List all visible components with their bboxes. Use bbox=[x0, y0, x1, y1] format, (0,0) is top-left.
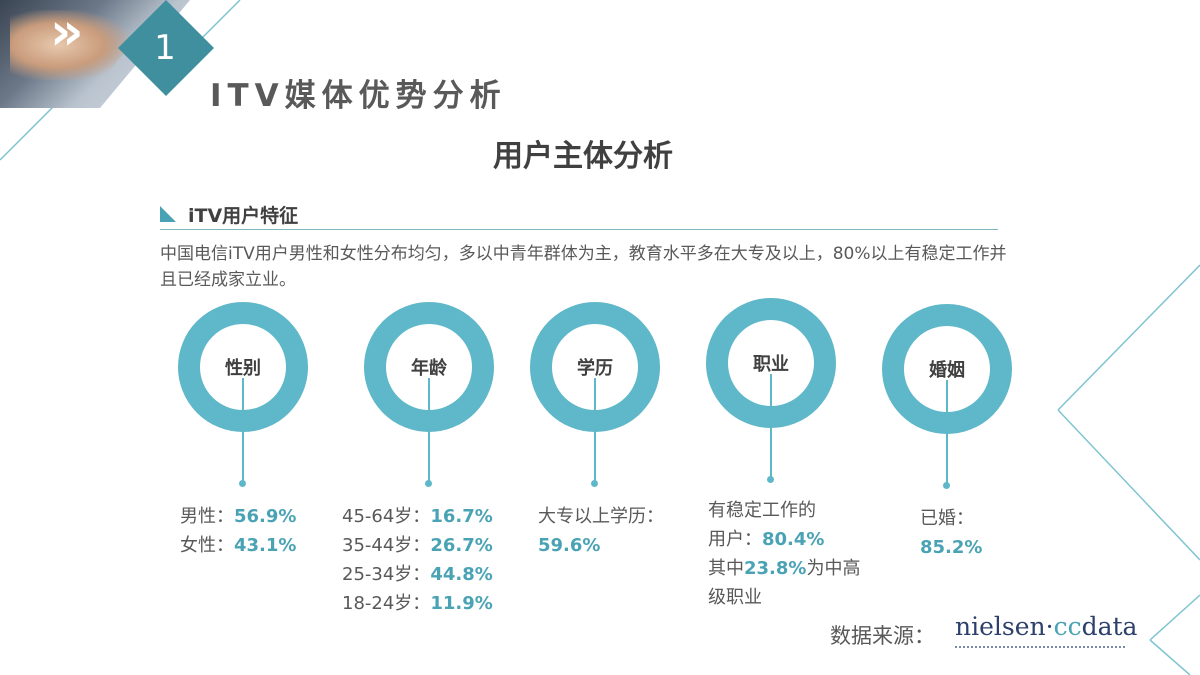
triangle-bullet-icon bbox=[160, 206, 176, 222]
stat-label: 男性： bbox=[180, 506, 234, 527]
stats-education: 大专以上学历： 59.6% bbox=[538, 502, 664, 560]
stem-marriage bbox=[946, 380, 948, 484]
nielsen-ccdata-logo: nielsen·ccdata bbox=[955, 612, 1138, 641]
stats-occupation: 有稳定工作的 用户：80.4% 其中23.8%为中高 级职业 bbox=[708, 496, 860, 612]
stats-gender: 男性：56.9% 女性：43.1% bbox=[180, 502, 296, 560]
stat-label: 45-64岁： bbox=[342, 506, 431, 527]
stat-label: 25-34岁： bbox=[342, 564, 431, 585]
stat-line: 有稳定工作的 bbox=[708, 500, 816, 521]
stats-marriage: 已婚： 85.2% bbox=[920, 504, 982, 562]
ring-label-gender: 性别 bbox=[225, 358, 261, 379]
stat-row-age-18-24: 18-24岁：11.9% bbox=[342, 589, 493, 618]
logo-underline bbox=[955, 646, 1125, 648]
stat-row-male: 男性：56.9% bbox=[180, 502, 296, 531]
stat-value: 26.7% bbox=[430, 535, 493, 556]
subsection-divider bbox=[160, 229, 998, 230]
dot-age bbox=[425, 480, 432, 487]
stat-value: 11.9% bbox=[430, 593, 493, 614]
dot-marriage bbox=[943, 482, 950, 489]
stat-row-age-35-44: 35-44岁：26.7% bbox=[342, 531, 493, 560]
subsection-header: iTV用户特征 bbox=[160, 200, 298, 228]
stat-row: 其中23.8%为中高 bbox=[708, 554, 860, 583]
stat-label: 已婚： bbox=[920, 508, 974, 529]
ring-label-age: 年龄 bbox=[411, 358, 447, 379]
stat-label: 其中 bbox=[708, 558, 744, 579]
section-number: 1 bbox=[154, 28, 176, 68]
stat-label: 为中高 bbox=[806, 558, 861, 579]
stat-row-age-25-34: 25-34岁：44.8% bbox=[342, 560, 493, 589]
stem-occupation bbox=[770, 374, 772, 478]
stem-age bbox=[428, 378, 430, 482]
stat-value: 85.2% bbox=[920, 537, 983, 558]
ring-label-occupation: 职业 bbox=[753, 354, 789, 375]
double-chevron-icon: » bbox=[50, 2, 84, 62]
ring-label-education: 学历 bbox=[577, 358, 613, 379]
stat-value: 23.8% bbox=[744, 558, 807, 579]
dot-occupation bbox=[767, 476, 774, 483]
subsection-description: 中国电信iTV用户男性和女性分布均匀，多以中青年群体为主，教育水平多在大专及以上… bbox=[160, 244, 1007, 290]
page-title: 用户主体分析 bbox=[493, 139, 673, 174]
stat-value: 80.4% bbox=[762, 529, 825, 550]
source-label: 数据来源： bbox=[830, 624, 935, 648]
stat-row: 用户：80.4% bbox=[708, 525, 860, 554]
dot-gender bbox=[239, 480, 246, 487]
section-title: ITV媒体优势分析 bbox=[210, 78, 507, 114]
stem-gender bbox=[242, 378, 244, 482]
stat-value: 56.9% bbox=[234, 506, 297, 527]
subsection-title: iTV用户特征 bbox=[188, 204, 299, 227]
header-photo-hands bbox=[10, 10, 130, 80]
stat-value: 44.8% bbox=[430, 564, 493, 585]
stat-label: 35-44岁： bbox=[342, 535, 431, 556]
stat-row-age-45-64: 45-64岁：16.7% bbox=[342, 502, 493, 531]
stats-age: 45-64岁：16.7% 35-44岁：26.7% 25-34岁：44.8% 1… bbox=[342, 502, 493, 618]
dot-education bbox=[591, 480, 598, 487]
section-number-diamond bbox=[118, 0, 214, 96]
stem-education bbox=[594, 378, 596, 482]
stat-label: 大专以上学历： bbox=[538, 506, 664, 527]
stat-row-female: 女性：43.1% bbox=[180, 531, 296, 560]
stat-value: 59.6% bbox=[538, 535, 601, 556]
ring-label-marriage: 婚姻 bbox=[929, 360, 965, 381]
stat-value: 16.7% bbox=[430, 506, 493, 527]
stat-label: 女性： bbox=[180, 535, 234, 556]
stat-label: 18-24岁： bbox=[342, 593, 431, 614]
stat-value: 43.1% bbox=[234, 535, 297, 556]
stat-label: 用户： bbox=[708, 529, 762, 550]
stat-line: 级职业 bbox=[708, 587, 762, 608]
